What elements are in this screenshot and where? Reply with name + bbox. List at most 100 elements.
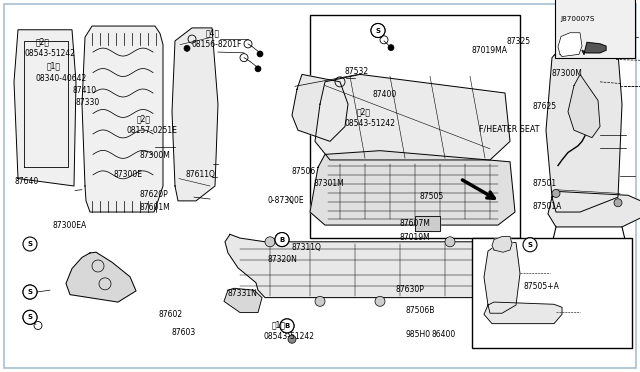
Text: S: S bbox=[527, 242, 532, 248]
Text: 87410: 87410 bbox=[72, 86, 97, 95]
Circle shape bbox=[184, 45, 190, 51]
Text: S: S bbox=[376, 28, 381, 33]
Text: 08157-0251E: 08157-0251E bbox=[127, 126, 177, 135]
Text: B: B bbox=[280, 237, 285, 243]
Circle shape bbox=[388, 45, 394, 51]
Circle shape bbox=[552, 189, 560, 198]
Text: 87506: 87506 bbox=[291, 167, 316, 176]
Text: （1）: （1） bbox=[47, 62, 61, 71]
Polygon shape bbox=[292, 74, 348, 141]
Bar bbox=[555, 0, 635, 58]
Text: J870007S: J870007S bbox=[561, 16, 595, 22]
Circle shape bbox=[280, 319, 294, 333]
Text: 86400: 86400 bbox=[431, 330, 456, 339]
Polygon shape bbox=[82, 26, 163, 212]
Polygon shape bbox=[548, 192, 640, 227]
Bar bbox=[310, 15, 520, 238]
Text: 87311Q: 87311Q bbox=[291, 243, 321, 251]
Circle shape bbox=[371, 23, 385, 38]
Circle shape bbox=[255, 66, 261, 72]
Circle shape bbox=[275, 232, 289, 247]
Text: （2）: （2） bbox=[357, 107, 371, 116]
Polygon shape bbox=[558, 33, 582, 57]
Text: 0-87300E: 0-87300E bbox=[268, 196, 304, 205]
Text: 87607M: 87607M bbox=[399, 219, 430, 228]
Text: 87532: 87532 bbox=[344, 67, 369, 76]
Text: 87603: 87603 bbox=[172, 328, 196, 337]
Polygon shape bbox=[568, 74, 600, 138]
Circle shape bbox=[523, 238, 537, 252]
Text: 87300E: 87300E bbox=[114, 170, 143, 179]
Text: S: S bbox=[376, 28, 381, 33]
Polygon shape bbox=[224, 288, 262, 312]
Text: 87505: 87505 bbox=[420, 192, 444, 201]
Text: 87331N: 87331N bbox=[228, 289, 258, 298]
Text: 87602: 87602 bbox=[158, 310, 182, 319]
Text: B: B bbox=[284, 323, 290, 329]
Text: 87506B: 87506B bbox=[406, 306, 435, 315]
Text: （2）: （2） bbox=[137, 115, 151, 124]
Circle shape bbox=[445, 237, 455, 247]
Polygon shape bbox=[315, 74, 510, 160]
Polygon shape bbox=[546, 28, 622, 212]
Text: S: S bbox=[28, 314, 33, 320]
Polygon shape bbox=[415, 216, 440, 231]
Circle shape bbox=[265, 237, 275, 247]
Text: 985H0: 985H0 bbox=[406, 330, 431, 339]
Bar bbox=[472, 238, 632, 348]
Text: 87611Q: 87611Q bbox=[186, 170, 216, 179]
Text: 87640: 87640 bbox=[15, 177, 39, 186]
Text: S: S bbox=[28, 314, 33, 320]
Text: 87630P: 87630P bbox=[396, 285, 424, 294]
Text: 87300M: 87300M bbox=[552, 69, 582, 78]
Polygon shape bbox=[582, 42, 606, 54]
Text: （1）: （1） bbox=[272, 320, 286, 329]
Polygon shape bbox=[484, 302, 562, 324]
Circle shape bbox=[280, 319, 294, 333]
Text: 08543-51242: 08543-51242 bbox=[24, 49, 76, 58]
Text: S: S bbox=[28, 289, 33, 295]
Polygon shape bbox=[492, 237, 512, 252]
Text: 87601M: 87601M bbox=[140, 203, 170, 212]
Circle shape bbox=[315, 296, 325, 306]
Polygon shape bbox=[484, 243, 520, 313]
Text: S: S bbox=[28, 289, 33, 295]
Text: S: S bbox=[28, 241, 33, 247]
Text: 87320N: 87320N bbox=[268, 255, 298, 264]
Text: 87301M: 87301M bbox=[314, 179, 344, 188]
Text: 87400: 87400 bbox=[372, 90, 397, 99]
Text: （4）: （4） bbox=[206, 28, 220, 37]
Circle shape bbox=[371, 23, 385, 38]
Circle shape bbox=[275, 232, 289, 247]
Circle shape bbox=[257, 51, 263, 57]
Text: B: B bbox=[284, 323, 290, 329]
Polygon shape bbox=[310, 151, 515, 225]
Polygon shape bbox=[172, 28, 218, 201]
Text: 08543-51242: 08543-51242 bbox=[264, 332, 315, 341]
Circle shape bbox=[523, 238, 537, 252]
Polygon shape bbox=[225, 234, 598, 298]
Text: 87300EA: 87300EA bbox=[52, 221, 87, 230]
Circle shape bbox=[23, 285, 37, 299]
Polygon shape bbox=[66, 252, 136, 302]
Text: S: S bbox=[527, 242, 532, 248]
Text: 87325: 87325 bbox=[507, 37, 531, 46]
Text: 08340-40642: 08340-40642 bbox=[35, 74, 86, 83]
Text: 87501A: 87501A bbox=[532, 202, 562, 211]
Circle shape bbox=[23, 237, 37, 251]
Polygon shape bbox=[568, 15, 614, 46]
Circle shape bbox=[288, 335, 296, 343]
Text: 87505+A: 87505+A bbox=[524, 282, 559, 291]
Circle shape bbox=[23, 310, 37, 324]
Circle shape bbox=[23, 285, 37, 299]
Circle shape bbox=[614, 199, 622, 207]
Text: 87620P: 87620P bbox=[140, 190, 168, 199]
Text: 87501: 87501 bbox=[532, 179, 557, 188]
Circle shape bbox=[23, 310, 37, 324]
Polygon shape bbox=[14, 30, 76, 186]
Text: 87019M: 87019M bbox=[399, 233, 430, 242]
Text: F/HEATER SEAT: F/HEATER SEAT bbox=[479, 125, 540, 134]
Text: 87330: 87330 bbox=[76, 98, 100, 107]
Text: B: B bbox=[280, 237, 285, 243]
Text: 08543-51242: 08543-51242 bbox=[344, 119, 396, 128]
